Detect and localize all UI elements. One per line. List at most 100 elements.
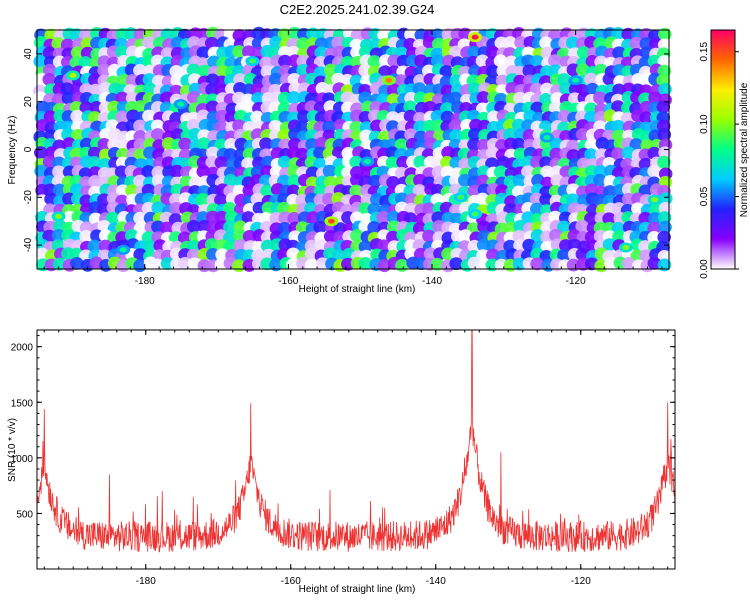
heatmap-cell: [468, 127, 482, 141]
heatmap-cell: [612, 46, 626, 60]
heatmap-cell: [42, 73, 57, 86]
y-tick-label: -20: [23, 190, 34, 205]
heatmap-cell: [540, 165, 554, 179]
heatmap-cell: [259, 137, 273, 151]
heatmap-cell: [142, 239, 157, 253]
heatmap-cell: [322, 164, 337, 178]
heatmap-cell: [396, 54, 411, 68]
heatmap-cell: [232, 119, 246, 133]
y-tick-label: 1500: [11, 398, 34, 409]
heatmap-cell: [422, 229, 436, 243]
heatmap-cell: [314, 46, 329, 60]
heatmap-cell: [277, 155, 292, 169]
heatmap-panel: -180 -160 -140 -120 -40 -20 0 20 40 Height of s…: [7, 26, 673, 295]
heatmap-cell: [449, 129, 464, 143]
heatmap-cell: [413, 155, 427, 169]
heatmap-cell: [70, 109, 84, 123]
heatmap-cell: [530, 55, 544, 69]
heatmap-cell: [170, 164, 184, 178]
heatmap-cell: [350, 29, 365, 42]
heatmap-cell: [242, 229, 257, 243]
heatmap-cell: [141, 165, 156, 179]
heatmap-cell: [412, 184, 427, 198]
heatmap-cell: [658, 220, 672, 234]
heatmap-cell: [323, 175, 338, 189]
heatmap-cell: [223, 220, 237, 234]
heatmap-cell: [549, 228, 563, 242]
heatmap-cell: [97, 158, 112, 171]
heatmap-cell: [575, 219, 589, 233]
heatmap-cell: [512, 229, 526, 243]
y-tick-label: 500: [16, 509, 33, 520]
heatmap-cell: [42, 63, 57, 77]
y-tick-label: 20: [23, 96, 34, 108]
heatmap-cell: [575, 128, 590, 142]
snr-frame: [36, 329, 676, 570]
heatmap-cell: [277, 201, 291, 215]
heatmap-cell: [349, 120, 363, 134]
heatmap-cell: [306, 211, 320, 224]
heatmap-cell: [313, 184, 328, 198]
heatmap-cell: [349, 184, 363, 198]
heatmap-cell: [313, 220, 327, 234]
heatmap-cell: [51, 93, 66, 107]
heatmap-cell: [657, 155, 671, 169]
heatmap-cell: [584, 148, 598, 162]
heatmap-cell: [133, 119, 147, 133]
heatmap-cell: [584, 110, 598, 124]
heatmap-cell: [656, 100, 671, 114]
heatmap-hotspot: [543, 135, 551, 141]
heatmap-cell: [557, 220, 571, 234]
heatmap-cell: [449, 212, 464, 226]
heatmap-cell: [97, 138, 112, 151]
heatmap-cell: [522, 129, 537, 142]
y-tick-label: 2000: [11, 343, 34, 354]
x-tick-label: -180: [135, 276, 155, 287]
colorbar-label: Normalized spectral amplitude: [739, 82, 750, 217]
heatmap-cell: [286, 184, 301, 198]
heatmap-hotspot: [177, 101, 185, 107]
heatmap-cell: [647, 221, 661, 235]
heatmap-cell: [639, 111, 653, 125]
heatmap-cell: [133, 211, 147, 225]
heatmap-hotspot: [622, 244, 630, 250]
heatmap-x-label: Height of straight line (km): [299, 284, 416, 295]
heatmap-cell: [657, 64, 672, 78]
x-tick-label: -140: [422, 276, 442, 287]
snr-y-label: SNR (10 * v/v): [7, 418, 18, 482]
heatmap-cell: [467, 138, 481, 151]
colorbar-tick-label: 0.05: [699, 186, 710, 206]
heatmap-cell: [214, 156, 229, 170]
heatmap-cell: [88, 83, 103, 97]
heatmap-cell: [629, 36, 643, 50]
heatmap-cell: [97, 63, 111, 77]
heatmap-cell: [647, 231, 661, 244]
heatmap-cell: [115, 45, 129, 59]
heatmap-hotspot: [327, 218, 335, 224]
heatmap-cell: [467, 256, 482, 270]
heatmap-cell: [52, 257, 67, 271]
heatmap-cell: [160, 28, 175, 42]
heatmap-cell: [639, 37, 654, 51]
y-tick-label: 1000: [11, 454, 34, 465]
heatmap-cell: [476, 138, 491, 152]
heatmap-cell: [287, 174, 302, 188]
heatmap-cell: [486, 64, 500, 78]
heatmap-cell: [467, 45, 481, 59]
heatmap-hotspot: [651, 197, 659, 203]
heatmap-cell: [241, 211, 256, 224]
heatmap-cell: [603, 185, 617, 199]
heatmap-cell: [657, 230, 671, 244]
heatmap-cell: [430, 109, 445, 123]
heatmap-cell: [277, 28, 292, 42]
heatmap-cell: [70, 46, 85, 60]
heatmap-cell: [367, 221, 381, 234]
heatmap-cell: [215, 248, 229, 262]
heatmap-cell: [315, 257, 330, 271]
heatmap-cell: [304, 258, 319, 272]
x-tick-label: -180: [136, 576, 156, 587]
colorbar-gradient: [711, 30, 735, 269]
heatmap-cell: [35, 211, 49, 224]
heatmap-cell: [539, 36, 553, 50]
